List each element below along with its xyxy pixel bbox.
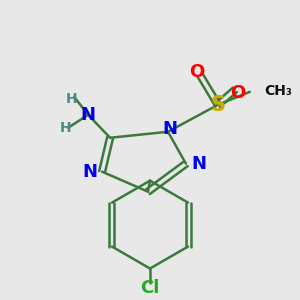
Text: N: N xyxy=(82,163,97,181)
Text: N: N xyxy=(191,155,206,173)
Text: S: S xyxy=(210,95,225,115)
Text: N: N xyxy=(81,106,96,124)
Text: O: O xyxy=(230,84,245,102)
Text: H: H xyxy=(65,92,77,106)
Text: H: H xyxy=(59,121,71,135)
Text: Cl: Cl xyxy=(140,280,160,298)
Text: CH₃: CH₃ xyxy=(264,84,292,98)
Text: N: N xyxy=(163,120,178,138)
Text: O: O xyxy=(189,63,205,81)
